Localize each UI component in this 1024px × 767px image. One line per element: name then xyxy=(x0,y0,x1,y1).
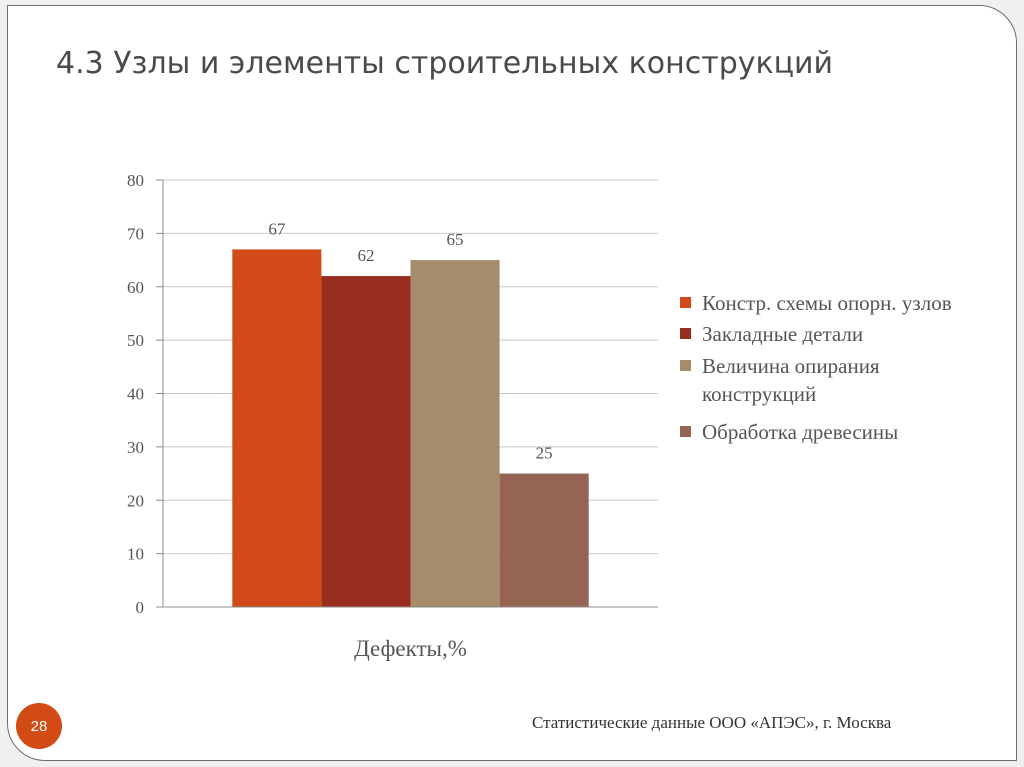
legend-item: Обработка древесины xyxy=(680,418,980,446)
bar-series-4 xyxy=(499,473,589,607)
y-tick-label: 10 xyxy=(127,545,144,564)
data-label: 25 xyxy=(536,444,553,463)
bar-series-1 xyxy=(232,249,322,607)
y-tick-label: 70 xyxy=(127,224,144,243)
data-labels: 67 62 65 25 xyxy=(268,219,552,462)
y-tick-label: 30 xyxy=(127,438,144,457)
chart-legend: Констр. схемы опорн. узлов Закладные дета… xyxy=(680,289,980,446)
slide-frame xyxy=(7,5,1017,761)
source-note: Статистические данные ООО «АПЭС», г. Мос… xyxy=(532,713,892,732)
legend-label: Обработка древесины xyxy=(702,420,899,444)
legend-item: Величина опирания конструкций xyxy=(680,352,980,408)
category-labels: Дефекты,% xyxy=(354,636,467,661)
legend-swatch xyxy=(680,328,691,339)
legend-label: Величина опирания конструкций xyxy=(702,354,880,406)
y-tick-label: 20 xyxy=(127,491,144,510)
x-category-label: Дефекты,% xyxy=(354,636,467,661)
y-tick-label: 80 xyxy=(127,171,144,190)
legend-swatch xyxy=(680,360,691,371)
legend-label: Констр. схемы опорн. узлов xyxy=(702,291,952,315)
bars xyxy=(232,249,589,607)
legend-swatch xyxy=(680,297,691,308)
bar-series-3 xyxy=(410,260,500,607)
legend-swatch xyxy=(680,426,691,437)
data-label: 67 xyxy=(268,219,286,238)
y-tick-label: 0 xyxy=(136,598,145,617)
legend-item: Констр. схемы опорн. узлов xyxy=(680,289,980,317)
legend-item: Закладные детали xyxy=(680,320,980,348)
y-axis-ticks: 0 10 20 30 40 50 60 70 80 xyxy=(127,171,163,617)
slide-number-badge: 28 xyxy=(16,703,62,749)
y-tick-label: 60 xyxy=(127,278,144,297)
data-label: 65 xyxy=(447,230,464,249)
data-label: 62 xyxy=(357,246,374,265)
y-tick-label: 50 xyxy=(127,331,144,350)
legend-label: Закладные детали xyxy=(702,322,864,346)
slide-title: 4.3 Узлы и элементы строительных констру… xyxy=(56,46,834,81)
bar-series-2 xyxy=(321,276,411,607)
y-tick-label: 40 xyxy=(127,385,144,404)
